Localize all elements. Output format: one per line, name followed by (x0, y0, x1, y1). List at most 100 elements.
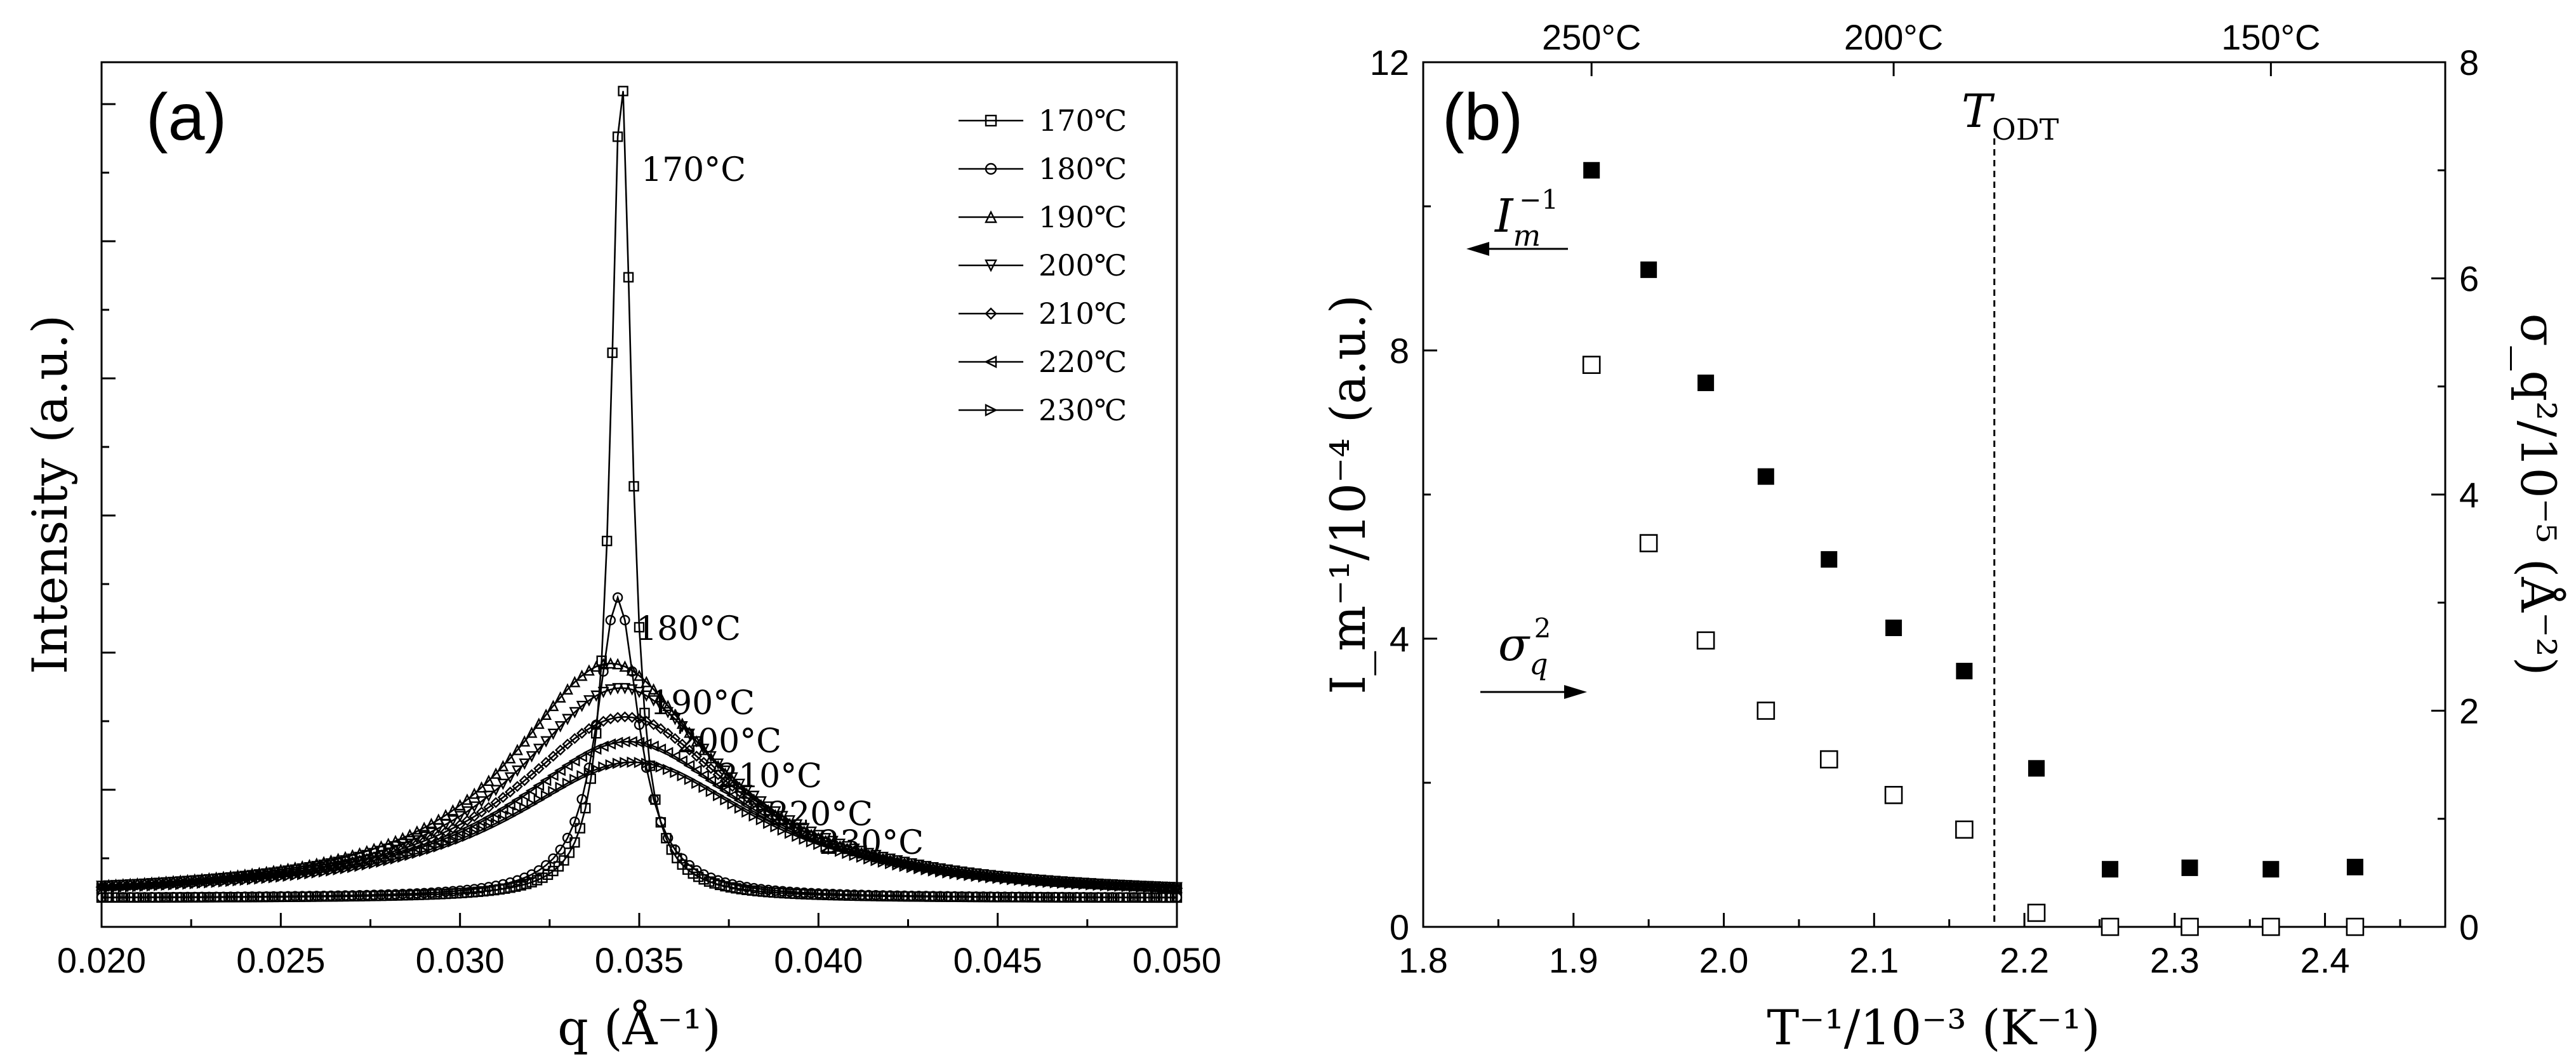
a-data-marker (282, 870, 295, 882)
a-data-marker (691, 777, 703, 789)
inverse-intensity-point (2262, 861, 2280, 878)
a-data-marker (812, 835, 824, 848)
b-left-y-ticks: 0 4 8 12 (1370, 43, 1437, 947)
b-y-tick-label: 12 (1370, 43, 1409, 83)
a-data-marker (842, 848, 854, 860)
a-data-marker (297, 891, 308, 901)
a-data-marker (554, 721, 566, 733)
a-data-marker (354, 860, 366, 872)
a-data-marker (755, 808, 767, 820)
a-data-marker (475, 796, 488, 808)
a-data-marker (404, 828, 416, 841)
a-data-marker (540, 757, 552, 768)
a-data-marker (448, 886, 458, 897)
a-data-marker (1057, 877, 1068, 889)
a-data-marker (863, 889, 874, 901)
a-data-marker (483, 802, 495, 813)
a-data-marker (607, 347, 618, 358)
a-data-marker (1107, 892, 1118, 903)
a-data-marker (531, 875, 543, 886)
a-data-marker (419, 888, 430, 898)
a-data-marker (519, 802, 531, 814)
a-data-marker (433, 887, 444, 898)
a-data-marker (590, 743, 602, 755)
a-data-marker (992, 872, 1004, 884)
a-data-marker (598, 761, 610, 773)
a-data-marker (719, 775, 731, 787)
a-data-marker (168, 879, 180, 891)
a-data-marker (468, 801, 481, 813)
a-data-marker (813, 839, 825, 851)
a-legend-label: 210℃ (1039, 296, 1127, 331)
a-data-marker (654, 743, 667, 755)
a-series-line (102, 91, 1177, 899)
a-data-marker (375, 846, 387, 858)
a-data-marker (697, 769, 709, 781)
a-legend-item: 220℃ (959, 345, 1127, 379)
a-data-marker (1143, 892, 1154, 903)
a-data-marker (540, 708, 552, 721)
a-data-marker (985, 307, 997, 320)
a-data-marker (117, 881, 129, 893)
b-right-y-ticks: 0 2 4 6 8 (2431, 43, 2479, 947)
a-data-marker (576, 770, 588, 781)
a-data-marker (684, 773, 696, 785)
a-data-marker (719, 785, 731, 797)
a-data-marker (870, 889, 881, 901)
a-data-marker (168, 891, 179, 903)
a-data-marker (461, 884, 473, 896)
a-data-marker (333, 890, 343, 901)
a-data-marker (404, 888, 415, 900)
a-data-marker (404, 849, 416, 861)
a-legend-label: 200℃ (1039, 248, 1127, 283)
a-curve-label: 190°C (650, 684, 755, 722)
a-data-marker (154, 891, 164, 903)
a-data-marker (741, 806, 754, 818)
a-data-marker (634, 669, 645, 681)
variance-point (2181, 917, 2199, 936)
a-data-marker (96, 882, 108, 894)
a-data-marker (440, 819, 452, 831)
a-data-marker (677, 853, 687, 864)
im-annotation-label: Im−1 (1494, 184, 1558, 253)
a-data-marker (655, 723, 667, 735)
a-data-marker (196, 877, 208, 889)
a-data-marker (740, 799, 752, 811)
a-data-marker (376, 889, 387, 900)
a-data-marker (580, 802, 591, 814)
a-data-marker (555, 844, 566, 855)
a-data-marker (455, 885, 465, 896)
a-data-marker (727, 798, 739, 810)
a-data-marker (390, 889, 401, 900)
a-x-tick-label: 0.025 (236, 940, 325, 980)
a-data-marker (734, 881, 745, 891)
a-data-marker (620, 615, 630, 626)
a-data-marker (662, 700, 674, 712)
a-data-marker (204, 891, 215, 903)
a-data-marker (505, 786, 516, 798)
a-data-marker (426, 887, 437, 898)
a-data-marker (713, 790, 724, 802)
a-data-marker (297, 868, 309, 881)
b-x-axis-title: T⁻¹/10⁻³ (K⁻¹) (1767, 999, 2101, 1056)
a-data-marker (583, 695, 595, 707)
a-data-marker (662, 764, 674, 775)
a-data-marker (576, 728, 588, 739)
inverse-intensity-point (1640, 261, 1657, 278)
a-data-marker (978, 871, 990, 883)
a-data-marker (418, 830, 430, 842)
sigma-annotation-label: σq2 (1498, 613, 1551, 681)
inverse-intensity-point (1885, 619, 1902, 636)
a-series-170℃ (96, 86, 1183, 903)
a-data-marker (124, 881, 136, 893)
a-data-marker (482, 790, 495, 802)
a-data-marker (935, 866, 947, 878)
a-data-marker (468, 811, 480, 822)
a-data-marker (705, 762, 717, 775)
inverse-intensity-point (2181, 859, 2198, 876)
a-data-marker (612, 658, 624, 670)
a-data-marker (347, 861, 359, 874)
a-data-marker (1042, 876, 1054, 888)
a-data-marker (496, 804, 508, 815)
